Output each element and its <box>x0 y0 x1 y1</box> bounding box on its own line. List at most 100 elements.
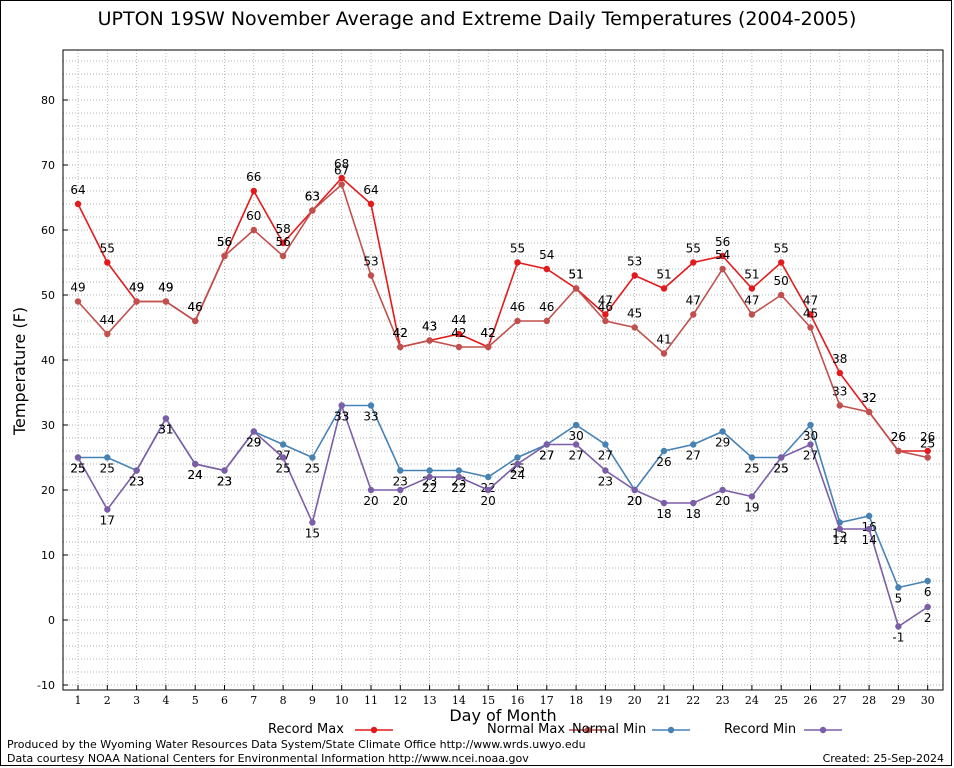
data-label: 51 <box>656 268 671 282</box>
data-point <box>367 272 375 279</box>
data-label: 25 <box>305 462 320 476</box>
data-point <box>397 343 404 351</box>
data-label: 49 <box>158 281 173 295</box>
legend-item: Record Min <box>724 722 796 737</box>
data-point <box>690 259 697 266</box>
data-point <box>778 454 785 461</box>
x-tick-label: 16 <box>511 694 525 707</box>
data-point <box>104 506 111 513</box>
data-label: 18 <box>656 507 671 521</box>
data-point <box>250 226 257 234</box>
data-point <box>133 467 140 474</box>
x-tick-label: 1 <box>75 694 82 707</box>
data-label: 15 <box>305 527 320 541</box>
x-tick-label: 24 <box>745 694 759 707</box>
data-label: 47 <box>803 294 818 308</box>
data-point <box>748 311 756 318</box>
data-label: 42 <box>451 326 466 340</box>
data-point <box>162 415 170 422</box>
x-axis-label: Day of Month <box>449 706 557 725</box>
data-point <box>455 467 463 474</box>
x-tick-label: 9 <box>309 694 316 707</box>
data-point <box>104 259 111 266</box>
data-label: 17 <box>100 514 115 528</box>
data-label: 29 <box>715 436 730 450</box>
data-point <box>924 577 931 585</box>
data-label: 27 <box>568 449 583 463</box>
series-line <box>77 183 928 459</box>
legend-swatch-marker <box>819 726 827 734</box>
data-point <box>279 454 287 461</box>
data-point <box>455 330 463 338</box>
data-label: 32 <box>861 391 876 405</box>
data-label: 33 <box>334 410 349 424</box>
data-courtesy-note: Data courtesy NOAA National Centers for … <box>7 752 529 765</box>
legend-label: Normal Max <box>487 722 566 737</box>
data-label: 58 <box>275 222 290 236</box>
created-date: Created: 25-Sep-2024 <box>822 752 944 765</box>
y-tick-label: 60 <box>41 224 55 237</box>
data-label: 56 <box>275 235 290 249</box>
data-label: 49 <box>158 281 173 295</box>
data-label: 53 <box>363 255 378 269</box>
x-tick-label: 19 <box>598 694 612 707</box>
data-label: 54 <box>539 248 554 262</box>
x-tick-label: 2 <box>104 694 111 707</box>
data-label: 27 <box>803 449 818 463</box>
x-tick-label: 30 <box>921 694 935 707</box>
data-point <box>719 428 726 435</box>
data-point <box>133 298 140 305</box>
data-label: -1 <box>892 631 904 645</box>
legend-swatch-marker <box>667 726 675 734</box>
data-label: 47 <box>686 294 701 308</box>
x-tick-label: 17 <box>540 694 554 707</box>
data-point <box>836 402 843 409</box>
x-tick-label: 3 <box>133 694 140 707</box>
data-point <box>807 421 814 429</box>
data-point <box>309 454 316 461</box>
chart-title: UPTON 19SW November Average and Extreme … <box>97 8 857 30</box>
data-label: 25 <box>920 437 935 451</box>
data-point <box>426 337 433 344</box>
data-label: 60 <box>246 209 261 223</box>
x-tick-label: 7 <box>250 694 257 707</box>
data-point <box>543 317 550 325</box>
data-point <box>807 324 814 331</box>
x-tick-label: 11 <box>364 694 378 707</box>
data-point <box>719 265 726 273</box>
data-label: 14 <box>861 533 876 547</box>
data-label: 67 <box>334 164 349 178</box>
data-point <box>74 454 82 461</box>
data-point <box>162 298 170 305</box>
data-point <box>426 467 433 474</box>
data-point <box>309 207 316 214</box>
data-point <box>250 187 257 195</box>
x-tick-label: 20 <box>628 694 642 707</box>
y-tick-label: 20 <box>41 484 55 497</box>
data-label: 22 <box>451 481 466 495</box>
data-point <box>778 291 785 299</box>
data-label: 43 <box>422 320 437 334</box>
data-point <box>865 512 873 520</box>
data-label: 20 <box>393 494 408 508</box>
data-point <box>338 402 345 409</box>
data-label: 49 <box>129 281 144 295</box>
data-label: 27 <box>598 449 613 463</box>
data-point <box>778 259 785 266</box>
data-label: 31 <box>158 423 173 437</box>
x-tick-label: 5 <box>192 694 199 707</box>
data-point <box>514 460 521 468</box>
data-label: 33 <box>363 410 378 424</box>
data-label: 55 <box>686 242 701 256</box>
data-point <box>367 486 375 494</box>
data-label: 27 <box>686 449 701 463</box>
data-point <box>660 285 668 292</box>
data-label: 30 <box>803 429 818 443</box>
data-point <box>338 174 345 182</box>
data-point <box>455 473 463 481</box>
data-label: 18 <box>686 507 701 521</box>
x-tick-label: 22 <box>686 694 700 707</box>
data-label: 46 <box>539 300 554 314</box>
data-point <box>279 239 287 247</box>
